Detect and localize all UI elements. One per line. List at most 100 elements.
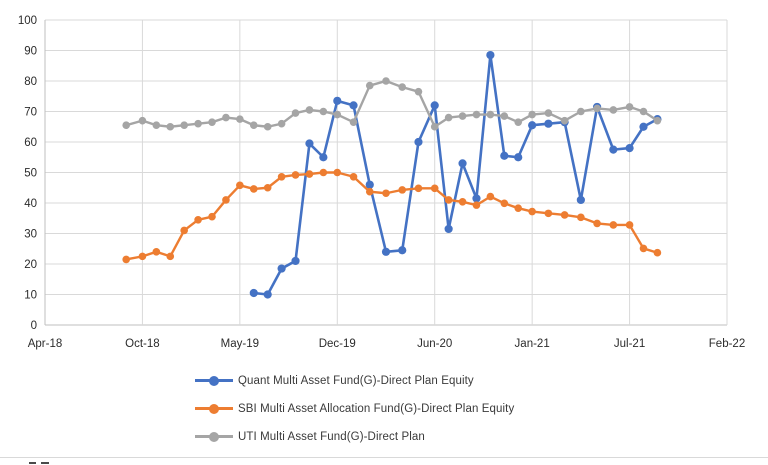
- data-point-marker: [577, 213, 585, 222]
- data-point-marker: [319, 168, 328, 177]
- cropped-text-fragment: [29, 462, 36, 464]
- data-point-marker: [486, 192, 495, 201]
- x-axis-tick-label: Oct-18: [125, 338, 160, 350]
- data-point-marker: [291, 171, 300, 179]
- data-point-marker: [180, 121, 188, 130]
- data-point-marker: [365, 81, 374, 90]
- data-point-marker: [625, 144, 634, 153]
- y-axis-tick-label: 50: [24, 168, 37, 180]
- data-point-marker: [398, 246, 407, 255]
- data-point-marker: [444, 224, 453, 234]
- data-point-marker: [291, 109, 300, 117]
- legend-label: Quant Multi Asset Fund(G)-Direct Plan Eq…: [238, 374, 474, 387]
- data-point-marker: [208, 212, 216, 221]
- legend-marker-icon: [195, 428, 233, 445]
- data-point-marker: [263, 122, 272, 131]
- data-point-marker: [609, 221, 618, 229]
- x-axis-tick-label: Jan-21: [515, 338, 550, 350]
- legend-dot: [209, 431, 219, 442]
- data-point-marker: [349, 101, 358, 110]
- y-axis-tick-label: 20: [24, 259, 37, 271]
- data-point-marker: [138, 116, 147, 125]
- data-point-marker: [236, 181, 244, 190]
- data-point-marker: [263, 183, 272, 192]
- data-point-marker: [560, 211, 569, 219]
- data-point-marker: [166, 122, 175, 131]
- data-point-marker: [458, 197, 467, 206]
- data-point-marker: [576, 195, 585, 205]
- data-point-marker: [486, 50, 495, 60]
- data-point-marker: [544, 119, 553, 128]
- legend-dot: [209, 375, 219, 386]
- data-point-marker: [414, 137, 423, 147]
- data-point-marker: [639, 244, 648, 253]
- data-point-marker: [333, 110, 342, 119]
- data-point-marker: [166, 252, 175, 261]
- data-point-marker: [500, 151, 509, 160]
- data-point-marker: [472, 194, 481, 203]
- legend-marker-icon: [195, 400, 233, 417]
- data-point-marker: [349, 172, 358, 181]
- data-point-marker: [625, 221, 634, 229]
- data-point-marker: [430, 184, 439, 193]
- data-point-marker: [291, 256, 300, 266]
- data-point-marker: [365, 180, 374, 189]
- data-point-marker: [382, 189, 390, 198]
- data-point-marker: [528, 110, 536, 119]
- data-point-marker: [609, 106, 618, 114]
- data-point-marker: [277, 119, 286, 128]
- data-point-marker: [577, 107, 585, 116]
- legend-marker-icon: [195, 372, 233, 389]
- y-axis-tick-label: 60: [24, 137, 37, 149]
- series-line-3: [124, 79, 659, 128]
- data-point-marker: [222, 113, 230, 122]
- data-point-marker: [560, 116, 569, 125]
- series-line-1: [252, 53, 659, 296]
- chart-legend: Quant Multi Asset Fund(G)-Direct Plan Eq…: [195, 372, 514, 445]
- data-point-marker: [500, 112, 509, 120]
- y-axis-tick-label: 100: [18, 15, 37, 27]
- data-point-marker: [430, 101, 439, 110]
- data-point-marker: [444, 113, 453, 122]
- data-point-marker: [333, 168, 342, 177]
- data-point-marker: [277, 264, 286, 273]
- y-axis-tick-label: 70: [24, 107, 37, 119]
- x-axis-tick-label: Dec-19: [319, 338, 356, 350]
- data-point-marker: [152, 121, 161, 130]
- data-point-marker: [249, 121, 258, 130]
- data-point-marker: [277, 172, 286, 181]
- data-point-marker: [544, 109, 553, 117]
- data-point-marker: [430, 122, 439, 131]
- x-axis-tick-label: May-19: [221, 338, 259, 350]
- data-point-marker: [319, 107, 328, 116]
- data-point-marker: [305, 170, 314, 178]
- legend-item-1: Quant Multi Asset Fund(G)-Direct Plan Eq…: [195, 372, 514, 389]
- data-point-marker: [333, 96, 342, 105]
- data-point-marker: [365, 187, 374, 196]
- legend-label: SBI Multi Asset Allocation Fund(G)-Direc…: [238, 402, 515, 415]
- data-point-marker: [609, 145, 618, 154]
- data-point-marker: [593, 219, 601, 228]
- data-point-marker: [500, 199, 509, 208]
- data-point-marker: [514, 118, 523, 126]
- data-point-marker: [305, 106, 314, 114]
- y-axis-tick-label: 0: [31, 320, 37, 332]
- data-point-marker: [544, 209, 553, 218]
- data-point-marker: [263, 290, 272, 299]
- x-axis-tick-label: Jun-20: [417, 338, 452, 350]
- cropped-text-fragment: [41, 462, 49, 464]
- cropped-bottom-element: [0, 457, 768, 465]
- data-point-marker: [653, 116, 662, 125]
- data-point-marker: [152, 248, 161, 256]
- data-point-marker: [381, 247, 391, 256]
- data-point-marker: [458, 112, 467, 120]
- data-point-marker: [458, 159, 467, 168]
- data-point-marker: [382, 77, 390, 85]
- y-axis-tick-label: 40: [24, 198, 37, 210]
- data-point-marker: [180, 226, 188, 235]
- data-point-marker: [249, 288, 258, 298]
- data-point-marker: [653, 248, 662, 257]
- data-point-marker: [593, 104, 601, 113]
- x-axis-tick-label: Feb-22: [709, 338, 745, 350]
- data-point-marker: [138, 252, 147, 261]
